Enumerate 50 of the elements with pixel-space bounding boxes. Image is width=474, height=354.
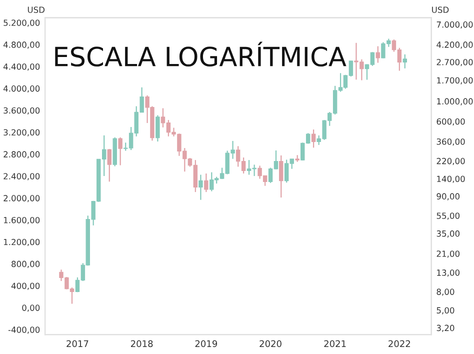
y-tick-label: 35,00 [436, 230, 460, 238]
y-axis-title: USD [432, 6, 449, 13]
x-tick-label: 2018 [131, 340, 153, 348]
x-tick-label: 2022 [388, 340, 410, 348]
text: ESCALA LOGARÍTMICA [55, 42, 346, 67]
y-tick-label: 7.000,00 [436, 21, 473, 29]
y-tick-label: 3,20 [436, 324, 454, 332]
y2-tick-label: 5.200,00 [4, 20, 40, 27]
y-tick-label: 90,00 [436, 193, 460, 200]
candlestick [279, 154, 284, 198]
candlestick [107, 148, 112, 182]
x-tick-label: 2021 [324, 340, 346, 348]
candlestick [156, 114, 160, 142]
y2-tick-label: 2.800,00 [4, 151, 40, 158]
y-tick-label: 220,00 [436, 158, 465, 166]
y2-tick-label: -400,00 [8, 326, 40, 334]
x-tick-label: 2019 [195, 340, 218, 348]
y-tick-label: 8,00 [436, 288, 454, 296]
candlestick [376, 46, 380, 64]
candlestick [204, 172, 208, 193]
y-tick-label: 600,00 [436, 118, 465, 126]
x-tick-label: 2020 [260, 340, 282, 348]
y-tick-label: 5,00 [436, 307, 454, 314]
x-tick-label: 2017 [66, 340, 88, 348]
y-tick-label: 1.700,00 [437, 77, 473, 84]
y2-tick-label: 3.200,00 [4, 129, 40, 136]
y2-tick-label: 4.400,00 [3, 63, 40, 71]
y2-tick-label: 4.000,00 [3, 85, 40, 93]
y2-tick-label: 3.600,00 [4, 107, 40, 114]
candlestick [311, 128, 316, 148]
y-tick-label: 4.200,00 [436, 42, 473, 49]
y2-tick-label: 800,00 [12, 260, 40, 268]
candlestick [118, 136, 122, 166]
y-tick-label: 21,00 [436, 250, 460, 258]
y2-tick-label: 2.400,00 [4, 173, 40, 180]
y-tick-label: 1.000,00 [437, 98, 473, 106]
y2-tick-label: 2.000,00 [4, 195, 40, 202]
y2-tick-label: 4.800,00 [3, 42, 40, 49]
y-tick-label: 140,00 [437, 176, 465, 183]
y2-tick-label: 1.200,00 [4, 238, 40, 246]
y2-tick-label: 400,00 [11, 282, 40, 290]
y-tick-label: 360,00 [436, 138, 465, 146]
y2-tick-label: 0,00 [22, 304, 40, 312]
y-tick-label: 13,00 [437, 270, 460, 277]
candlestick [198, 174, 203, 200]
candlestick [402, 54, 408, 69]
y-tick-label: 55,00 [436, 212, 460, 220]
y2-axis-title: USD [28, 6, 45, 13]
y-tick-label: 2.700,00 [436, 58, 473, 66]
y2-tick-label: 1.600,00 [4, 216, 40, 224]
